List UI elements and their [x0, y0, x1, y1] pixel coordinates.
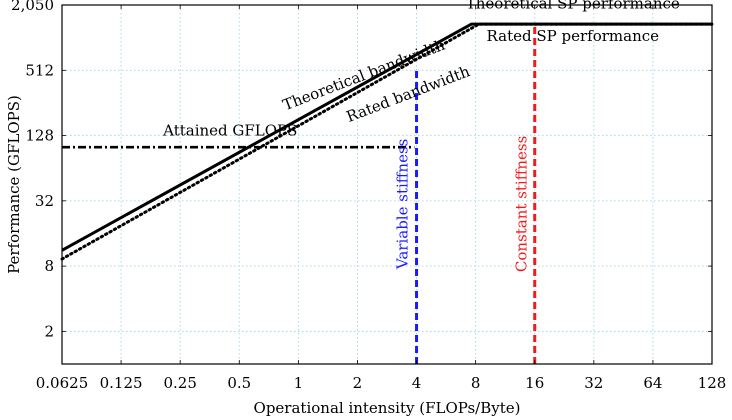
annotation-rated-sp-performance: Rated SP performance — [487, 27, 660, 45]
y-axis-title: Performance (GFLOPS) — [5, 95, 23, 274]
x-tick-label: 1 — [294, 374, 304, 392]
annotation-attained-gflops: Attained GFLOPS — [162, 122, 297, 140]
x-axis-title: Operational intensity (FLOPs/Byte) — [254, 399, 521, 417]
y-tick-label: 128 — [25, 127, 54, 145]
x-tick-label: 32 — [584, 374, 603, 392]
x-tick-label: 0.0625 — [36, 374, 89, 392]
y-ticks: 2 8 32 128 512 2,050 — [11, 0, 712, 340]
x-tick-label: 0.5 — [227, 374, 251, 392]
x-ticks: 0.0625 0.125 0.25 0.5 1 2 4 8 16 32 64 128 — [36, 5, 727, 392]
x-tick-label: 16 — [525, 374, 544, 392]
x-tick-label: 2 — [353, 374, 363, 392]
annotation-constant-stiffness: Constant stiffness — [512, 136, 530, 272]
y-tick-label: 2,050 — [11, 0, 54, 14]
x-tick-label: 0.125 — [100, 374, 143, 392]
y-tick-label: 512 — [25, 61, 54, 79]
y-tick-label: 2 — [44, 322, 54, 340]
x-tick-label: 128 — [698, 374, 727, 392]
annotation-theoretical-sp-performance: Theoretical SP performance — [466, 0, 680, 13]
y-tick-label: 8 — [44, 257, 54, 275]
x-tick-label: 64 — [643, 374, 662, 392]
y-tick-label: 32 — [35, 192, 54, 210]
x-tick-label: 0.25 — [163, 374, 196, 392]
series-line-rated-bandwidth — [60, 22, 714, 261]
x-tick-label: 8 — [471, 374, 481, 392]
annotation-variable-stiffness: Variable stiffness — [394, 139, 412, 270]
x-tick-label: 4 — [412, 374, 422, 392]
plot-frame — [61, 4, 713, 365]
series-group — [60, 22, 714, 364]
